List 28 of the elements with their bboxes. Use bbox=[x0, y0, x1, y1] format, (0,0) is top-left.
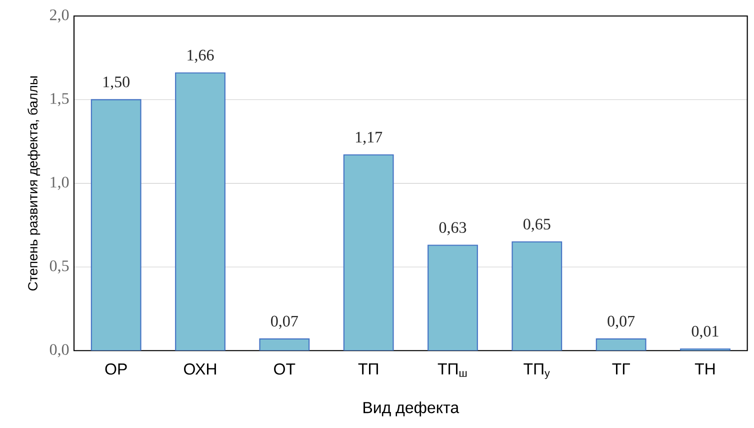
bar bbox=[176, 72, 225, 351]
x-tick-label: ТН bbox=[694, 363, 715, 374]
x-tick-label: ТП$_{ш}$ bbox=[438, 363, 467, 377]
bar bbox=[344, 154, 394, 351]
data-label: 0,63 bbox=[439, 222, 466, 236]
x-tick-label: ОТ bbox=[274, 363, 296, 375]
data-label: 0,07 bbox=[271, 316, 298, 329]
data-label: 1,66 bbox=[188, 50, 214, 63]
x-axis-title: Вид дефекта bbox=[364, 401, 460, 416]
x-tick-label: ТП bbox=[358, 363, 378, 374]
bar bbox=[91, 100, 141, 351]
bar bbox=[428, 245, 478, 351]
data-label: 0,01 bbox=[692, 326, 718, 339]
data-label: 0,65 bbox=[524, 218, 550, 232]
x-tick-label: ТП$_{у}$ bbox=[524, 363, 550, 379]
y-tick-label: 0,5 bbox=[50, 260, 69, 274]
x-tick-label: ОР bbox=[105, 363, 127, 375]
data-label: 1,50 bbox=[103, 76, 130, 90]
data-label: 1,17 bbox=[356, 132, 382, 145]
y-tick-label: 1,5 bbox=[50, 93, 69, 106]
y-axis-title: Степень развития дефекта, баллы bbox=[28, 76, 40, 290]
y-tick-label: 2,0 bbox=[50, 9, 69, 23]
data-label: 0,07 bbox=[608, 316, 635, 329]
x-tick-label: ТГ bbox=[612, 363, 630, 374]
y-tick-label: 1,0 bbox=[50, 176, 69, 190]
y-tick-label: 0,0 bbox=[50, 344, 69, 358]
bar bbox=[512, 242, 562, 351]
x-tick-label: ОХН bbox=[184, 363, 216, 375]
